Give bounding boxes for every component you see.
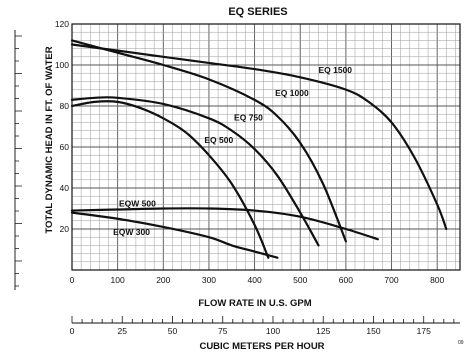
x-tick-label: 100 [111, 275, 125, 285]
secondary-x-tick-label: 150 [366, 326, 380, 336]
y-tick-label: 60 [60, 142, 70, 152]
series-line-eqw-300 [70, 211, 279, 259]
secondary-x-axis-label: CUBIC METERS PER HOUR [199, 341, 324, 352]
series-line-eq-1500 [70, 43, 448, 231]
y-tick-label: 20 [60, 224, 70, 234]
secondary-x-tick-label: 0 [70, 326, 75, 336]
x-tick-label: 600 [339, 275, 353, 285]
series-label-eq-500: EQ 500 [204, 135, 233, 145]
chart-series [70, 39, 448, 259]
series-line-eq-500 [70, 100, 270, 259]
series-label-eq-1500: EQ 1500 [318, 65, 352, 75]
y-axis-label: TOTAL DYNAMIC HEAD IN FT. OF WATER [44, 46, 55, 233]
series-line-eq-750 [70, 96, 320, 247]
x-tick-label: 400 [247, 275, 261, 285]
x-tick-label: 200 [156, 275, 170, 285]
y-tick-label: 40 [60, 183, 70, 193]
y-tick-label: 80 [60, 101, 70, 111]
plot-border [71, 23, 461, 271]
secondary-x-tick-label: 25 [118, 326, 128, 336]
x-tick-label: 800 [430, 275, 444, 285]
secondary-x-tick-label: 50 [168, 326, 178, 336]
secondary-x-tick-label: 175 [417, 326, 431, 336]
corner-code: 09 [458, 340, 464, 346]
x-tick-label: 0 [70, 275, 75, 285]
x-tick-label: 700 [384, 275, 398, 285]
secondary-x-tick-label: 100 [266, 326, 280, 336]
x-tick-label: 500 [293, 275, 307, 285]
chart-grid [71, 23, 460, 271]
chart-labels: EQ 1500 EQ 1000 EQ 750 EQ 500 EQW 500 EQW 300 [113, 65, 352, 237]
chart-axes: 0 100 200 300 400 500 600 700 800 20 40 60 80 100 120 [55, 19, 461, 285]
series-line-eqw-500 [70, 207, 379, 241]
y-tick-label: 100 [55, 60, 69, 70]
secondary-x-tick-label: 75 [218, 326, 228, 336]
series-label-eqw-500: EQW 500 [119, 198, 156, 208]
x-tick-label: 300 [202, 275, 216, 285]
series-line-eq-1000 [70, 39, 347, 243]
secondary-axis: 0 25 50 75 100 125 150 175 [70, 316, 460, 336]
chart-title: EQ SERIES [228, 6, 287, 18]
secondary-x-tick-label: 125 [316, 326, 330, 336]
x-axis-label: FLOW RATE IN U.S. GPM [198, 298, 311, 309]
series-label-eq-750: EQ 750 [234, 112, 263, 122]
left-margin-scale [14, 30, 22, 290]
series-label-eq-1000: EQ 1000 [275, 88, 309, 98]
y-tick-label: 120 [55, 19, 69, 29]
series-label-eqw-300: EQW 300 [113, 227, 150, 237]
